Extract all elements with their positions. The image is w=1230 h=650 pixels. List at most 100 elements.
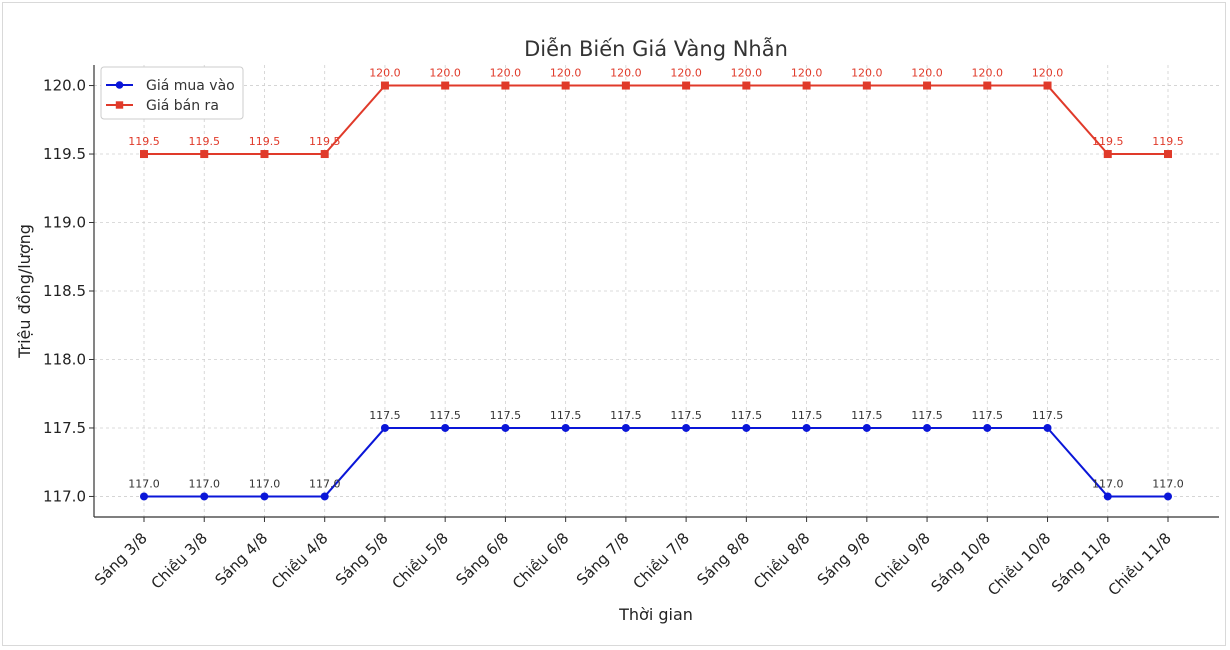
legend-marker-buy <box>115 81 124 89</box>
data-label-sell: 120.0 <box>369 67 401 80</box>
data-label-sell: 120.0 <box>550 67 582 80</box>
data-label-buy: 117.5 <box>429 409 461 422</box>
legend-label-buy: Giá mua vào <box>146 78 235 94</box>
data-label-buy: 117.5 <box>851 409 883 422</box>
y-tick-label: 120.0 <box>43 77 86 95</box>
data-point-buy <box>320 492 329 501</box>
grid <box>94 65 1219 517</box>
data-point-sell <box>682 81 691 90</box>
data-label-sell: 120.0 <box>429 67 461 80</box>
data-point-buy <box>200 492 209 501</box>
data-labels: 117.0 117.0 117.0 117.0 117.5 117.5 117.5 117.5… <box>128 67 1184 491</box>
x-tick-label: Chiều 5/8 <box>389 529 452 592</box>
data-point-buy <box>140 492 148 501</box>
data-label-buy: 117.0 <box>309 477 341 490</box>
legend-box <box>100 66 244 120</box>
y-tick-label: 118.5 <box>43 282 86 300</box>
data-label-sell: 119.5 <box>1092 135 1124 148</box>
data-label-sell: 119.5 <box>249 135 281 148</box>
data-point-buy <box>983 423 992 432</box>
data-label-sell: 120.0 <box>1032 67 1064 80</box>
data-point-sell <box>441 81 450 90</box>
data-point-buy <box>380 423 389 432</box>
data-point-sell <box>742 81 751 90</box>
data-label-buy: 117.5 <box>731 409 763 422</box>
data-point-buy <box>862 423 871 432</box>
data-label-buy: 117.5 <box>1032 409 1064 422</box>
data-point-sell <box>380 81 389 90</box>
data-label-sell: 119.5 <box>188 135 220 148</box>
x-axis-label: Thời gian <box>618 605 693 624</box>
data-label-buy: 117.5 <box>791 409 823 422</box>
y-tick-label: 117.0 <box>43 487 86 505</box>
data-point-buy <box>1103 492 1112 501</box>
x-tick-label: Chiều 6/8 <box>509 529 572 592</box>
x-tick-label: Chiều 3/8 <box>148 529 211 592</box>
y-tick-label: 118.0 <box>43 350 86 368</box>
data-label-sell: 119.5 <box>309 135 341 148</box>
data-label-buy: 117.5 <box>369 409 401 422</box>
data-point-sell <box>1043 81 1052 90</box>
y-axis-label: Triệu đồng/lượng <box>15 224 34 359</box>
data-label-buy: 117.5 <box>670 409 702 422</box>
data-point-buy <box>501 423 510 432</box>
x-tick-label: Sáng 8/8 <box>693 529 753 589</box>
y-tick-label: 119.5 <box>43 145 86 163</box>
data-label-buy: 117.5 <box>610 409 642 422</box>
data-point-sell <box>561 81 570 90</box>
x-tick-label: Chiều 8/8 <box>750 529 813 592</box>
data-point-buy <box>1043 423 1052 432</box>
data-point-sell <box>1103 150 1112 159</box>
data-point-sell <box>320 150 329 159</box>
data-point-buy <box>621 423 630 432</box>
data-label-sell: 120.0 <box>972 67 1004 80</box>
x-tick-label: Chiều 10/8 <box>984 529 1054 599</box>
series-line-buy <box>144 426 1168 498</box>
x-tick-label: Chiều 11/8 <box>1105 529 1175 599</box>
data-label-sell: 120.0 <box>731 67 763 80</box>
x-tick-label: Sáng 7/8 <box>573 529 633 589</box>
x-tick-label: Sáng 6/8 <box>452 529 512 589</box>
y-tick-label: 119.0 <box>43 214 86 232</box>
legend-marker-sell <box>115 101 124 109</box>
data-point-sell <box>862 81 871 90</box>
data-point-buy <box>561 423 570 432</box>
data-label-sell: 120.0 <box>610 67 642 80</box>
data-point-sell <box>140 150 148 159</box>
data-point-sell <box>200 150 209 159</box>
data-point-sell <box>1164 150 1172 159</box>
data-label-sell: 120.0 <box>670 67 702 80</box>
legend: Giá mua vào Giá bán ra <box>100 66 244 120</box>
data-label-buy: 117.5 <box>972 409 1004 422</box>
data-point-sell <box>260 150 269 159</box>
data-label-sell: 120.0 <box>851 67 883 80</box>
data-label-sell: 120.0 <box>791 67 823 80</box>
series-layer <box>140 81 1172 501</box>
x-tick-label: Chiều 7/8 <box>629 529 692 592</box>
data-label-buy: 117.0 <box>128 477 160 490</box>
data-label-buy: 117.5 <box>550 409 582 422</box>
data-point-buy <box>260 492 269 501</box>
data-point-sell <box>501 81 510 90</box>
data-point-sell <box>621 81 630 90</box>
data-point-buy <box>1164 492 1172 501</box>
x-tick-label: Chiều 4/8 <box>268 529 331 592</box>
data-label-buy: 117.0 <box>188 477 220 490</box>
data-label-buy: 117.5 <box>490 409 522 422</box>
data-label-sell: 120.0 <box>911 67 943 80</box>
data-label-buy: 117.0 <box>249 477 281 490</box>
data-point-sell <box>983 81 992 90</box>
data-label-buy: 117.0 <box>1092 477 1124 490</box>
x-tick-label: Sáng 4/8 <box>211 529 271 589</box>
chart-title: Diễn Biến Giá Vàng Nhẫn <box>524 36 788 61</box>
x-tick-label: Sáng 9/8 <box>814 529 874 589</box>
x-tick-label: Sáng 3/8 <box>91 529 151 589</box>
data-point-buy <box>923 423 932 432</box>
data-point-buy <box>441 423 450 432</box>
series-line-sell <box>144 84 1168 156</box>
data-label-sell: 120.0 <box>490 67 522 80</box>
y-tick-label: 117.5 <box>43 419 86 437</box>
data-label-buy: 117.0 <box>1152 477 1184 490</box>
legend-label-sell: Giá bán ra <box>146 98 219 114</box>
